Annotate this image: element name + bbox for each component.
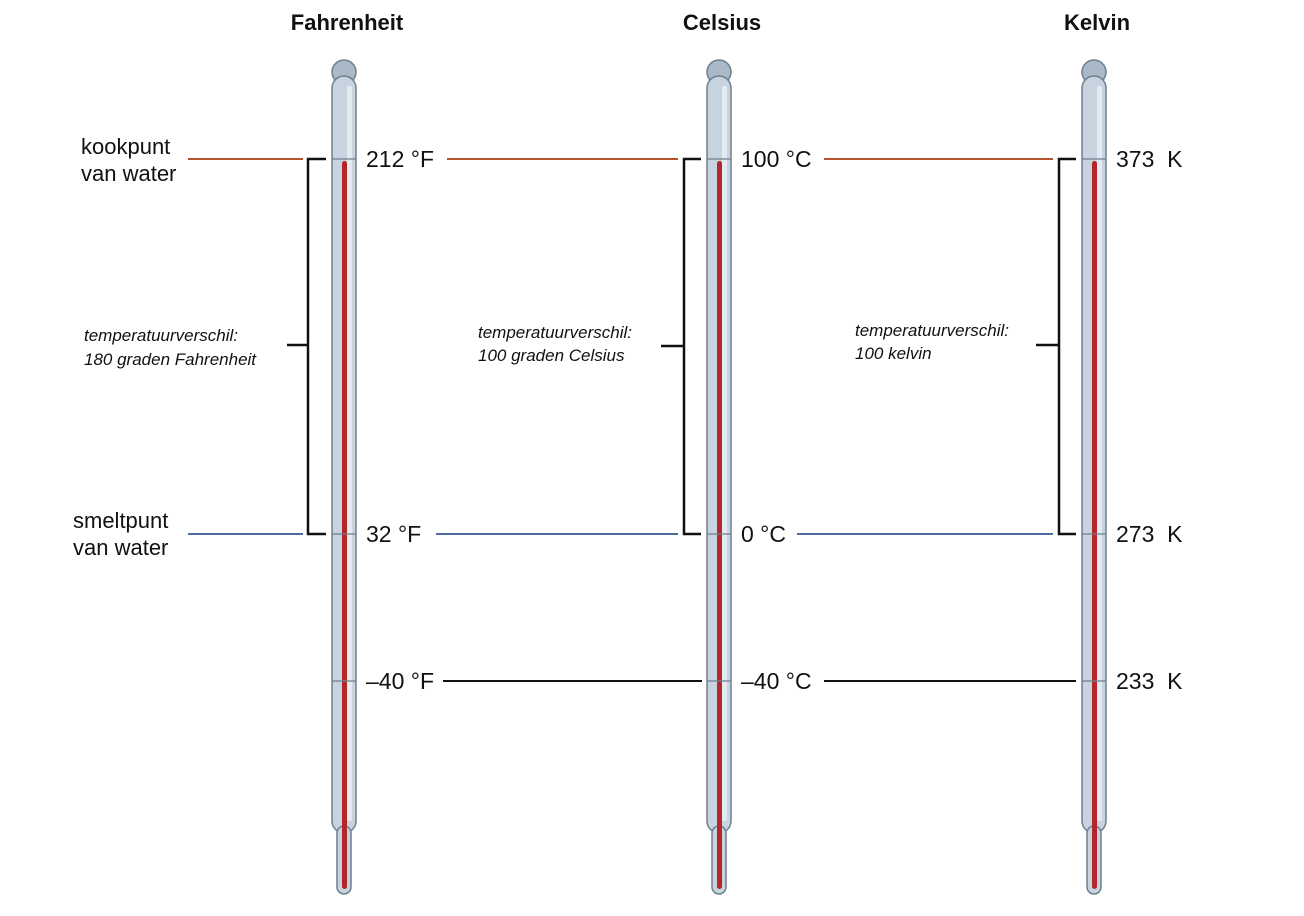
celsius-difference-bracket (682, 157, 701, 536)
celsius-minus40-value: –40 °C (741, 668, 812, 694)
kelvin-difference-line2: 100 kelvin (855, 344, 932, 363)
thermometer-highlight (1097, 86, 1102, 821)
kelvin-scale: Kelvin temperatuurverschil: 100 kelvin 3… (855, 10, 1183, 895)
fahrenheit-difference-line2: 180 graden Fahrenheit (84, 350, 257, 369)
fahrenheit-boiling-value: 212 °F (366, 146, 434, 172)
celsius-difference-line1: temperatuurverschil: (478, 323, 632, 342)
celsius-title: Celsius (683, 10, 761, 35)
boiling-point-label-line2: van water (81, 161, 176, 186)
kelvin-difference-line1: temperatuurverschil: (855, 321, 1009, 340)
mercury-column (717, 161, 722, 889)
kelvin-title: Kelvin (1064, 10, 1130, 35)
melting-point-label-line1: smeltpunt (73, 508, 168, 533)
fahrenheit-difference-bracket (306, 157, 326, 536)
fahrenheit-melting-value: 32 °F (366, 521, 421, 547)
kelvin-melting-value: 273 K (1116, 521, 1183, 547)
kelvin-minus40-value: 233 K (1116, 668, 1183, 694)
mercury-column (1092, 161, 1097, 889)
kelvin-thermometer (1081, 59, 1107, 895)
fahrenheit-title: Fahrenheit (291, 10, 404, 35)
mercury-column (342, 161, 347, 889)
celsius-boiling-value: 100 °C (741, 146, 812, 172)
fahrenheit-scale: Fahrenheit temperatuurverschil: 180 grad… (84, 10, 434, 895)
melting-point-label-line2: van water (73, 535, 168, 560)
celsius-thermometer (706, 59, 732, 895)
boiling-point-label-line1: kookpunt (81, 134, 170, 159)
fahrenheit-thermometer (331, 59, 357, 895)
celsius-difference-line2: 100 graden Celsius (478, 346, 625, 365)
thermometer-highlight (347, 86, 352, 821)
kelvin-difference-bracket (1057, 157, 1076, 536)
fahrenheit-minus40-value: –40 °F (366, 668, 434, 694)
kelvin-boiling-value: 373 K (1116, 146, 1183, 172)
celsius-melting-value: 0 °C (741, 521, 786, 547)
fahrenheit-difference-line1: temperatuurverschil: (84, 326, 238, 345)
thermometer-highlight (722, 86, 727, 821)
celsius-scale: Celsius temperatuurverschil: 100 graden … (478, 10, 812, 895)
